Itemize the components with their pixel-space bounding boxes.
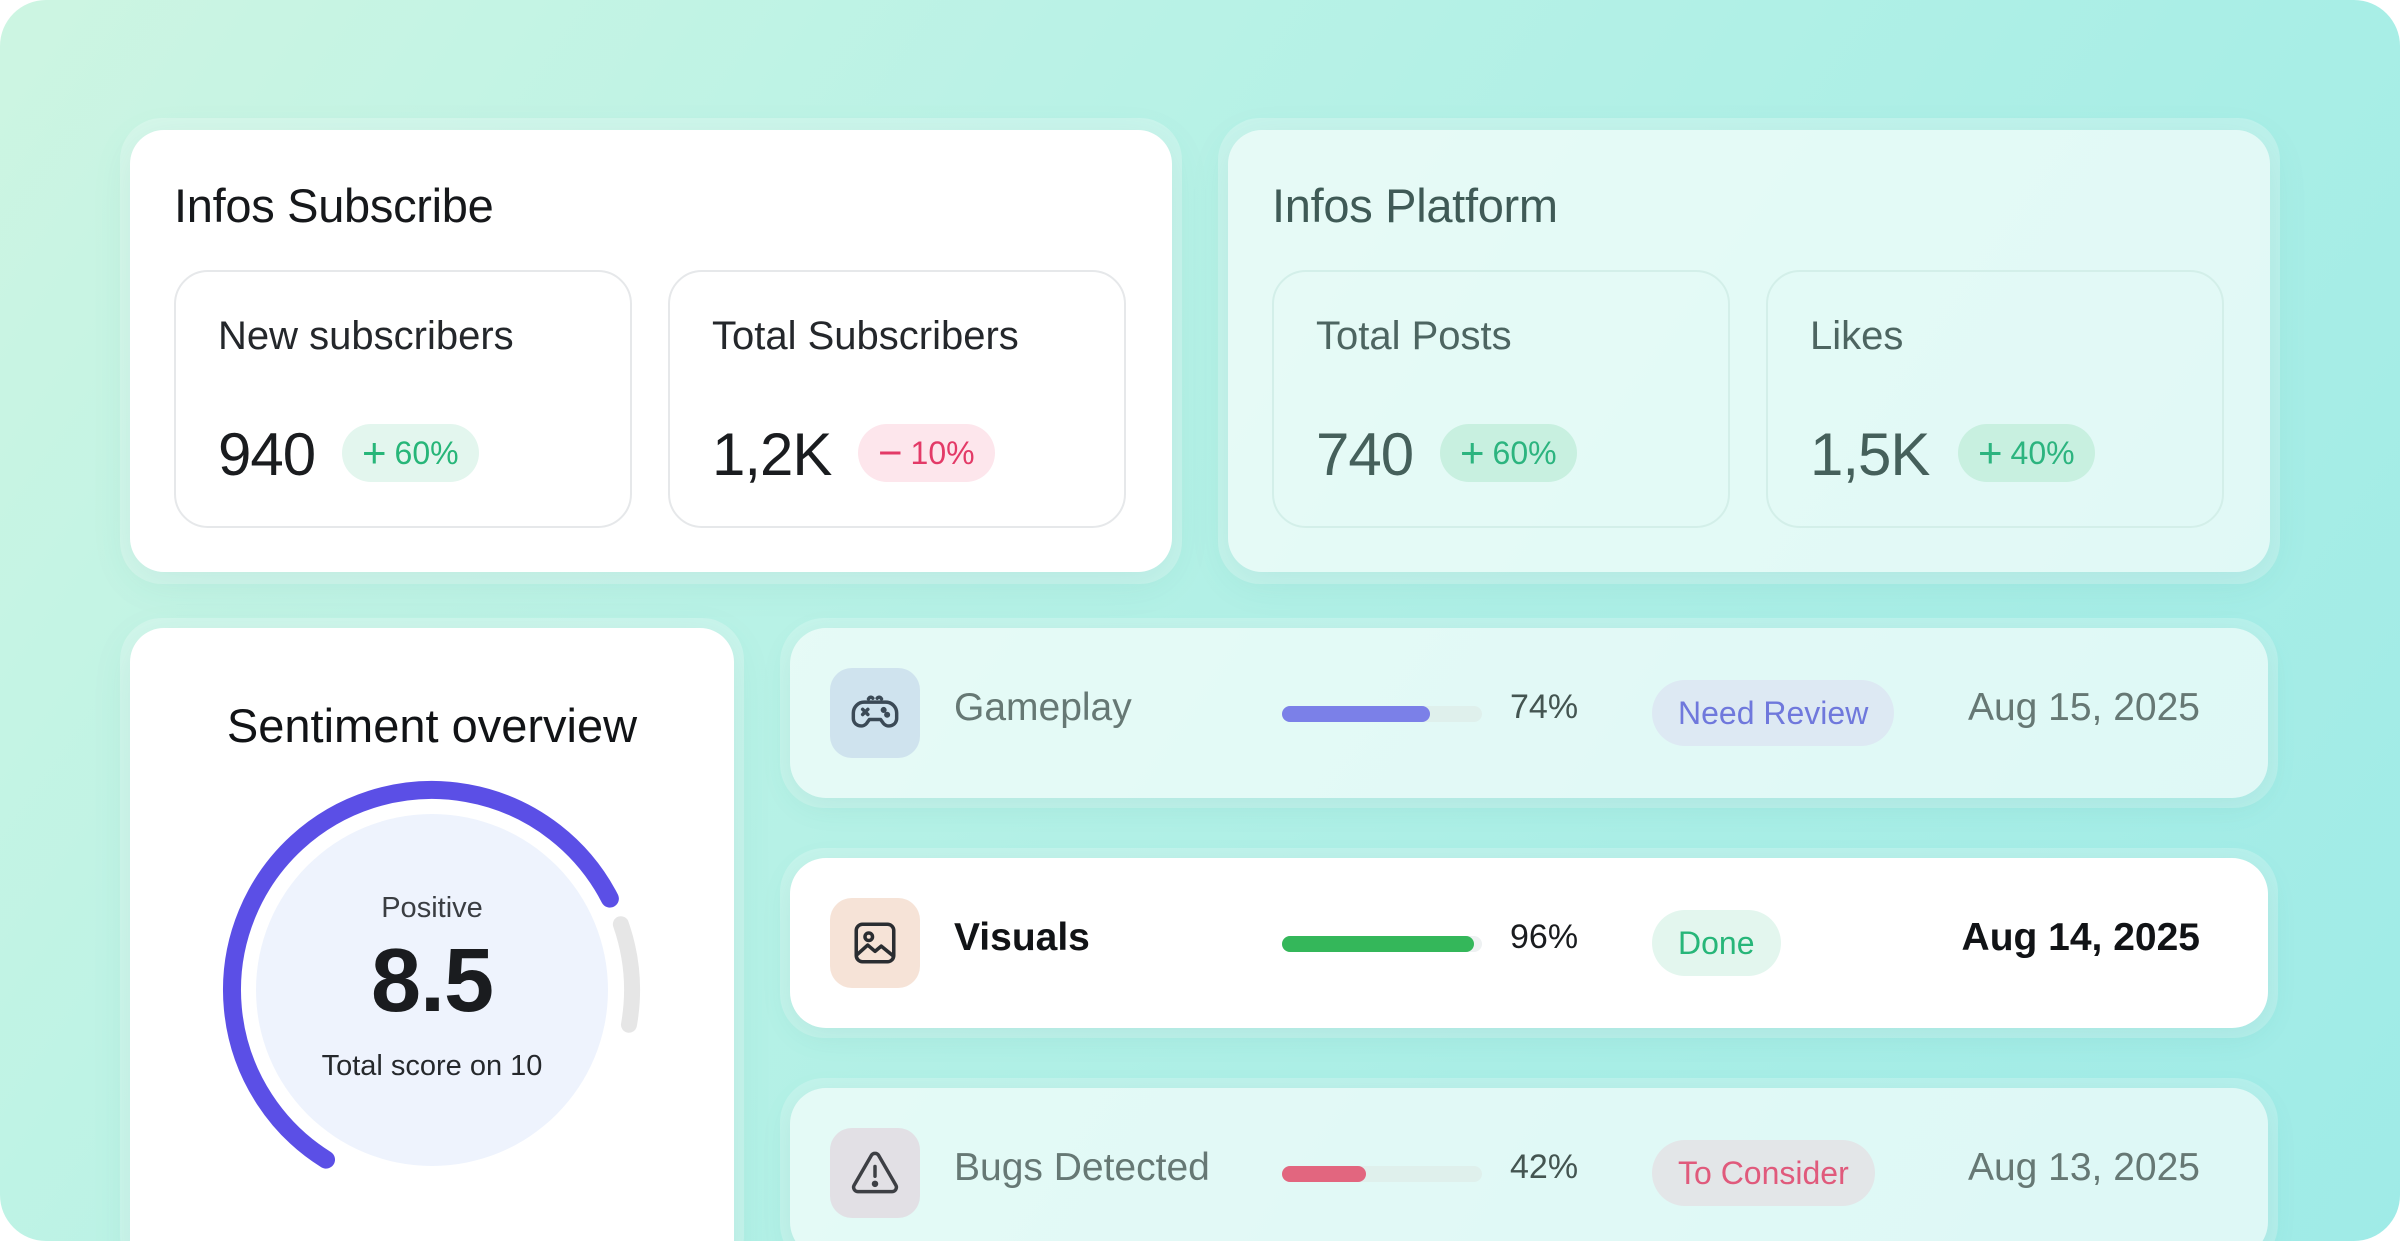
list-item-bugs-detected[interactable]: Bugs Detected 42% To Consider Aug 13, 20… bbox=[790, 1088, 2268, 1241]
progress-fill bbox=[1282, 936, 1474, 952]
trend-value: 40% bbox=[2010, 434, 2075, 471]
gauge-score-arc bbox=[223, 781, 619, 1169]
row-icon-tile bbox=[830, 668, 920, 758]
trend-value: 10% bbox=[910, 434, 975, 471]
image-icon bbox=[854, 922, 896, 964]
sentiment-title: Sentiment overview bbox=[226, 699, 638, 752]
stat-total-posts[interactable]: Total Posts 740 + 60% bbox=[1272, 270, 1730, 528]
gamepad-icon bbox=[851, 695, 899, 728]
trend-value: 60% bbox=[394, 434, 459, 471]
row-icon-tile bbox=[830, 1128, 920, 1218]
plus-icon: + bbox=[362, 429, 387, 476]
warning-icon bbox=[851, 1151, 899, 1194]
stat-new-subscribers[interactable]: New subscribers 940 + 60% bbox=[174, 270, 632, 528]
stat-total-subscribers[interactable]: Total Subscribers 1,2K − 10% bbox=[668, 270, 1126, 528]
minus-icon: − bbox=[878, 429, 903, 476]
subscribe-card: Infos Subscribe New subscribers 940 + 60… bbox=[130, 130, 1172, 572]
stat-value: 1,5K bbox=[1810, 421, 1930, 488]
progress-track bbox=[1282, 706, 1482, 722]
progress-fill bbox=[1282, 706, 1430, 722]
stat-label: Total Subscribers bbox=[712, 314, 1019, 358]
sentiment-label: Positive bbox=[381, 892, 483, 924]
sentiment-card: Sentiment overview Positive 8.5 Total sc… bbox=[130, 628, 734, 1241]
platform-card-title: Infos Platform bbox=[1272, 179, 1558, 232]
sentiment-caption: Total score on 10 bbox=[321, 1050, 543, 1082]
platform-card: Infos Platform Total Posts 740 + 60% Lik… bbox=[1228, 130, 2270, 572]
stat-label: Likes bbox=[1810, 314, 1904, 358]
stat-value: 940 bbox=[218, 421, 316, 488]
trend-value: 60% bbox=[1492, 434, 1557, 471]
stat-likes[interactable]: Likes 1,5K + 40% bbox=[1766, 270, 2224, 528]
row-name: Visuals bbox=[954, 916, 1090, 959]
progress-track bbox=[1282, 936, 1482, 952]
progress-percent: 96% bbox=[1510, 918, 1579, 956]
status-badge: Need Review bbox=[1652, 680, 1895, 746]
stat-value: 1,2K bbox=[712, 421, 832, 488]
sentiment-score: 8.5 bbox=[370, 931, 494, 1031]
row-date: Aug 14, 2025 bbox=[1961, 916, 2200, 959]
list-item-visuals[interactable]: Visuals 96% Done Aug 14, 2025 bbox=[790, 858, 2268, 1028]
row-date: Aug 13, 2025 bbox=[1967, 1146, 2200, 1189]
subscribe-card-title: Infos Subscribe bbox=[174, 179, 494, 232]
progress-track bbox=[1282, 1166, 1482, 1182]
progress-percent: 42% bbox=[1510, 1148, 1579, 1186]
row-name: Bugs Detected bbox=[954, 1146, 1210, 1189]
gauge-track bbox=[612, 916, 640, 1033]
status-badge: To Consider bbox=[1652, 1140, 1875, 1206]
stat-label: New subscribers bbox=[218, 314, 514, 358]
trend-badge-up: + 60% bbox=[342, 424, 479, 482]
row-icon-tile bbox=[830, 898, 920, 988]
plus-icon: + bbox=[1978, 429, 2003, 476]
trend-badge-up: + 60% bbox=[1440, 424, 1577, 482]
plus-icon: + bbox=[1460, 429, 1485, 476]
stat-label: Total Posts bbox=[1316, 314, 1512, 358]
progress-fill bbox=[1282, 1166, 1366, 1182]
row-date: Aug 15, 2025 bbox=[1967, 686, 2200, 729]
status-badge: Done bbox=[1652, 910, 1781, 976]
list-item-gameplay[interactable]: Gameplay 74% Need Review Aug 15, 2025 bbox=[790, 628, 2268, 798]
stat-value: 740 bbox=[1316, 421, 1414, 488]
sentiment-gauge bbox=[223, 781, 640, 1169]
gauge-inner-disc bbox=[256, 814, 608, 1166]
progress-percent: 74% bbox=[1510, 688, 1579, 726]
trend-badge-up: + 40% bbox=[1958, 424, 2095, 482]
row-name: Gameplay bbox=[954, 686, 1132, 729]
trend-badge-down: − 10% bbox=[858, 424, 995, 482]
